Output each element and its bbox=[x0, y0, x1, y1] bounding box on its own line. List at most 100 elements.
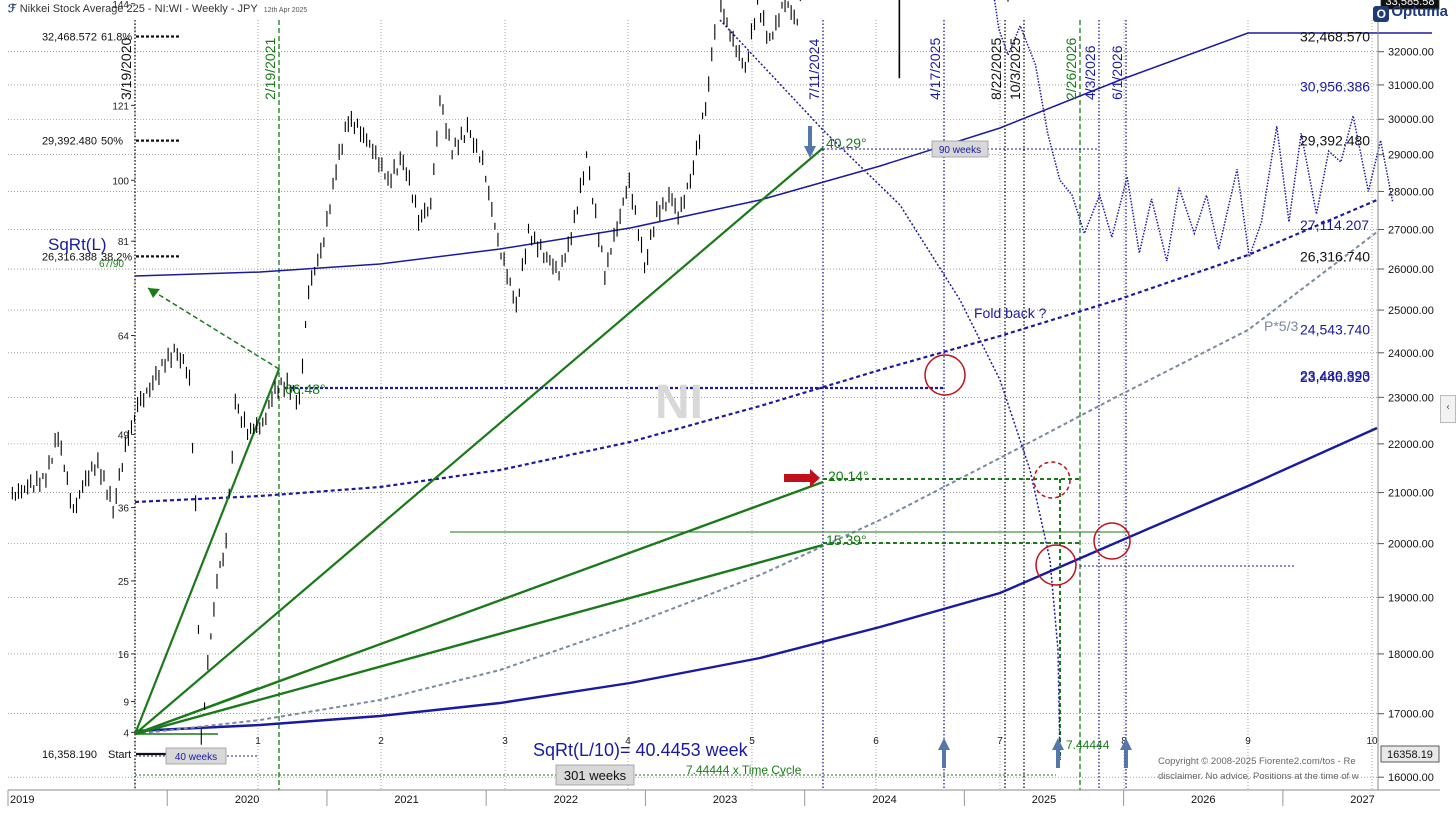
price-tick-label: 20000.00 bbox=[1388, 539, 1434, 551]
right-level-label: 32,468.570 bbox=[1300, 28, 1370, 44]
cycle-tick-label: 9 bbox=[1245, 736, 1251, 747]
low-price-badge-box bbox=[1380, 745, 1440, 763]
price-tick-label: 27000.00 bbox=[1388, 225, 1434, 237]
ratio-label: 67/90 bbox=[99, 259, 124, 270]
weeks40-label: 40 weeks bbox=[175, 752, 217, 763]
right-level-label: 29,392.480 bbox=[1300, 133, 1370, 149]
price-tick-label: 23000.00 bbox=[1388, 392, 1434, 404]
optuma-logo-icon: O bbox=[1373, 6, 1390, 22]
cycle-tick-label: 2 bbox=[378, 736, 384, 747]
vertical-date-label: 6/1/2026 bbox=[1109, 45, 1125, 100]
left-level-tag: Start bbox=[108, 749, 131, 761]
price-tick-label: 16000.00 bbox=[1388, 772, 1434, 784]
fan-line bbox=[134, 705, 237, 735]
price-tick-label: 32000.00 bbox=[1388, 47, 1434, 59]
right-level-label: 30,956.386 bbox=[1300, 78, 1370, 94]
year-label: 2022 bbox=[554, 794, 578, 806]
label-layer: 1234567891022519616914412110081644936251… bbox=[42, 0, 1440, 786]
weeks90-box bbox=[931, 140, 989, 158]
vertical-date-label: 8/22/2025 bbox=[988, 38, 1004, 100]
highlight-circle bbox=[1035, 544, 1077, 586]
year-label: 2026 bbox=[1191, 794, 1215, 806]
year-label: 2025 bbox=[1032, 794, 1056, 806]
price-tick-label: 30000.00 bbox=[1388, 114, 1434, 126]
middle-arc bbox=[134, 198, 1378, 504]
sqrt-l10-label: SqRt(L/10)= 40.4453 week bbox=[533, 740, 749, 760]
right-level-label: 26,316.740 bbox=[1300, 248, 1370, 264]
fan-line bbox=[134, 687, 259, 735]
copyright-line-1: Copyright © 2008-2025 Fiorente2.com/tos … bbox=[1158, 756, 1356, 767]
price-tick-label: 21000.00 bbox=[1388, 488, 1434, 500]
fan-line bbox=[133, 368, 281, 735]
chart-date: 12th Apr 2025 bbox=[263, 7, 308, 14]
square-tick-label: 25 bbox=[118, 577, 130, 588]
year-label: 2019 bbox=[10, 794, 34, 806]
price-tick-label: 22000.00 bbox=[1388, 439, 1434, 451]
panel-collapse-handle[interactable]: ‹ bbox=[1440, 395, 1456, 423]
weeks301-label: 301 weeks bbox=[564, 768, 627, 783]
square-tick-label: 16 bbox=[118, 650, 130, 661]
vertical-date-label: 10/3/2025 bbox=[1007, 38, 1023, 100]
square-tick-label: 144 bbox=[112, 0, 129, 11]
price-series-layer: NI bbox=[11, 0, 1394, 745]
price-tick-label: 29000.00 bbox=[1388, 150, 1434, 162]
cycle-tick-label: 10 bbox=[1366, 736, 1378, 747]
weeks301-box bbox=[555, 764, 635, 786]
overlay-layer bbox=[133, 19, 1432, 790]
price-tick-label: 19000.00 bbox=[1388, 592, 1434, 604]
right-level-label: 24,543.740 bbox=[1300, 321, 1370, 337]
vertical-date-label: 4/17/2025 bbox=[927, 38, 943, 100]
down-arrow-icon bbox=[804, 126, 816, 158]
up-arrow-icon bbox=[1120, 738, 1132, 768]
left-level-tag: 38.2% bbox=[101, 251, 132, 263]
right-level-label: 23,446.320 bbox=[1300, 369, 1370, 385]
sqrt-l-label: SqRt(L) bbox=[48, 235, 107, 254]
angle-label: 40.29° bbox=[826, 135, 867, 151]
square-tick-label: 9 bbox=[123, 697, 129, 708]
watermark: NI bbox=[655, 376, 703, 429]
arrowhead bbox=[148, 288, 160, 298]
right-level-label: 27,114.207 bbox=[1300, 217, 1369, 233]
vertical-date-label: 3/19/2020 bbox=[118, 38, 134, 100]
low-price-badge: 16358.19 bbox=[1387, 749, 1433, 761]
cycle-tick-label: 3 bbox=[502, 736, 508, 747]
up-arrow-icon bbox=[1052, 738, 1064, 768]
left-level-value: 26,316.388 bbox=[42, 251, 97, 263]
vertical-date-label: 2/19/2021 bbox=[262, 38, 278, 100]
right-level-label: 23,480.893 bbox=[1300, 368, 1370, 384]
angle-label: 66.48° bbox=[285, 381, 326, 397]
left-level-value: 29,392.480 bbox=[42, 136, 97, 148]
projection-line bbox=[147, 287, 280, 370]
angle-label: 15.39° bbox=[826, 532, 867, 548]
price-tick-label: 25000.00 bbox=[1388, 305, 1434, 317]
weeks40-box bbox=[165, 747, 227, 765]
year-label: 2023 bbox=[713, 794, 737, 806]
p53-arc bbox=[134, 231, 1378, 735]
chart-title: ℱ Nikkei Stock Average 225 - NI:WI - Wee… bbox=[8, 2, 307, 15]
year-label: 2020 bbox=[235, 794, 259, 806]
cycle-tick-label: 6 bbox=[873, 736, 879, 747]
fan-line bbox=[134, 480, 824, 736]
square-tick-label: 4 bbox=[123, 728, 129, 739]
year-label: 2021 bbox=[394, 794, 418, 806]
upper-arc bbox=[134, 32, 1432, 277]
left-level-value: 32,468.572 bbox=[42, 31, 97, 43]
highlight-circle bbox=[924, 354, 966, 396]
weeks90-label: 90 weeks bbox=[939, 145, 981, 156]
optuma-brand: O Optuma bbox=[1373, 3, 1448, 22]
last-price-badge: 33,585.58 bbox=[1386, 0, 1435, 8]
square-tick-label: 81 bbox=[118, 237, 130, 248]
price-tick-label: 24000.00 bbox=[1388, 348, 1434, 360]
chart-title-text: Nikkei Stock Average 225 - NI:WI - Weekl… bbox=[19, 3, 258, 15]
price-tick-label: 28000.00 bbox=[1388, 186, 1434, 198]
left-level-tag: 50% bbox=[101, 136, 123, 148]
cycle-tick-label: 1 bbox=[255, 736, 261, 747]
fan-line bbox=[134, 147, 824, 735]
vertical-date-label: 7/11/2024 bbox=[806, 39, 822, 100]
time-cycle-label: 7.44444 x Time Cycle bbox=[686, 763, 802, 777]
cycle-tick-label: 8 bbox=[1121, 736, 1127, 747]
square-tick-label: 36 bbox=[118, 504, 130, 515]
price-tick-label: 26000.00 bbox=[1388, 264, 1434, 276]
